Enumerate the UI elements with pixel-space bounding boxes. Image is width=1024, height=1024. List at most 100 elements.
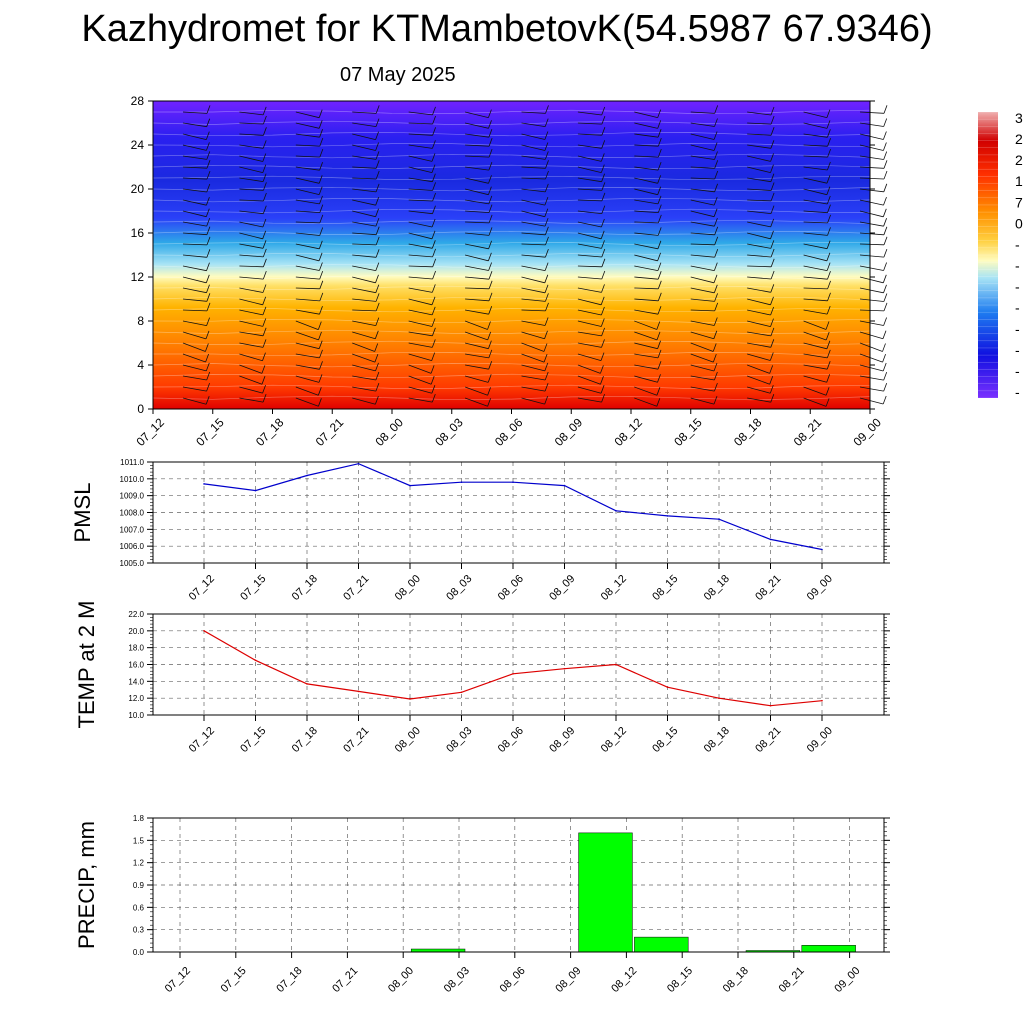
wind-barb-feather bbox=[770, 394, 775, 403]
data-point bbox=[460, 691, 463, 694]
wind-barb bbox=[182, 364, 207, 372]
wind-barb bbox=[295, 166, 320, 171]
wind-barb-feather bbox=[826, 120, 831, 129]
heatmap-x-tick-label: 07_18 bbox=[253, 415, 287, 449]
wind-barb-feather bbox=[431, 296, 436, 305]
wind-barb-feather bbox=[375, 170, 380, 180]
x-tick-label: 08_03 bbox=[442, 965, 472, 995]
wind-barb-feather bbox=[319, 137, 324, 147]
wind-barb bbox=[634, 210, 659, 213]
wind-barb bbox=[577, 199, 602, 202]
data-point bbox=[563, 667, 566, 670]
wind-barb bbox=[690, 265, 715, 271]
wind-barb-feather bbox=[883, 302, 888, 312]
wind-barb-feather bbox=[657, 175, 662, 184]
wind-barb bbox=[352, 331, 376, 340]
x-tick-label: 08_21 bbox=[753, 725, 783, 755]
data-point bbox=[821, 548, 823, 551]
x-tick-label: 08_03 bbox=[444, 725, 474, 755]
panel-y-label: PMSL bbox=[70, 483, 95, 543]
wind-barb bbox=[295, 254, 320, 262]
wind-barb-feather bbox=[882, 274, 887, 283]
wind-barb-feather bbox=[375, 284, 380, 293]
wind-barb-feather bbox=[261, 365, 266, 374]
y-tick-label: 1.8 bbox=[133, 814, 145, 823]
x-tick-label: 07_15 bbox=[219, 965, 249, 995]
wind-barb bbox=[295, 298, 320, 302]
wind-barb bbox=[577, 375, 601, 385]
wind-barb bbox=[352, 177, 377, 180]
wind-barb-feather bbox=[262, 318, 267, 327]
wind-barb-feather bbox=[714, 382, 718, 392]
heatmap-y-tick-label: 4 bbox=[137, 358, 144, 372]
wind-barb-feather bbox=[544, 262, 549, 271]
wind-barb-feather bbox=[657, 129, 662, 138]
wind-barb-feather bbox=[319, 214, 324, 224]
wind-barb-feather bbox=[657, 271, 662, 280]
x-tick-label: 09_00 bbox=[805, 573, 835, 603]
wind-barb-feather bbox=[714, 118, 718, 127]
wind-barb-feather bbox=[206, 293, 211, 302]
wind-barb bbox=[182, 188, 207, 193]
wind-barb-feather bbox=[883, 118, 888, 127]
wind-barb bbox=[239, 144, 264, 149]
wind-barb-feather bbox=[825, 387, 830, 396]
wind-barb bbox=[521, 298, 546, 302]
heatmap-y-tick-label: 12 bbox=[131, 270, 145, 284]
wind-barb-feather bbox=[206, 226, 211, 235]
wind-barb-feather bbox=[714, 160, 719, 169]
x-tick-label: 08_12 bbox=[609, 965, 639, 995]
wind-barb bbox=[464, 397, 488, 407]
wind-barb-feather bbox=[206, 160, 211, 169]
wind-barb bbox=[803, 188, 827, 196]
wind-barb bbox=[577, 232, 602, 240]
x-tick-label: 08_12 bbox=[599, 573, 629, 603]
wind-barb-feather bbox=[827, 227, 831, 236]
wind-barb-feather bbox=[432, 182, 436, 191]
wind-barb bbox=[747, 210, 772, 214]
wind-barb bbox=[521, 155, 546, 160]
wind-barb bbox=[465, 243, 489, 250]
x-tick-label: 08_15 bbox=[650, 573, 680, 603]
wind-barb-feather bbox=[883, 248, 888, 258]
colorbar-label: 2 bbox=[1015, 131, 1023, 147]
wind-barb-feather bbox=[713, 317, 718, 326]
wind-barb-feather bbox=[206, 249, 211, 258]
wind-barb bbox=[464, 320, 488, 330]
wind-barb-feather bbox=[770, 270, 775, 280]
wind-barb bbox=[634, 111, 658, 118]
wind-barb-feather bbox=[262, 230, 267, 239]
wind-barb bbox=[239, 188, 264, 191]
wind-barb-feather bbox=[545, 105, 549, 114]
wind-barb-feather bbox=[206, 236, 211, 246]
wind-barb-feather bbox=[319, 204, 324, 213]
wind-barb-feather bbox=[318, 398, 322, 407]
colorbar-label: - bbox=[1015, 384, 1020, 400]
wind-barb bbox=[464, 122, 489, 129]
wind-barb bbox=[803, 265, 828, 271]
wind-barb-feather bbox=[262, 306, 267, 316]
wind-barb-feather bbox=[488, 240, 492, 249]
y-tick-label: 1011.0 bbox=[120, 458, 144, 467]
wind-barb bbox=[295, 364, 320, 370]
wind-barb bbox=[690, 210, 715, 218]
wind-barb-feather bbox=[883, 226, 888, 235]
wind-barb bbox=[182, 309, 208, 312]
wind-barb bbox=[521, 177, 546, 180]
wind-barb bbox=[747, 232, 771, 240]
wind-barb-feather bbox=[883, 284, 887, 293]
wind-barb bbox=[352, 309, 377, 312]
wind-barb-feather bbox=[601, 106, 606, 116]
heatmap-x-tick-label: 08_09 bbox=[552, 415, 586, 449]
wind-barb-feather bbox=[544, 118, 549, 127]
wind-barb-feather bbox=[714, 218, 718, 227]
wind-barb-feather bbox=[431, 240, 436, 249]
wind-barb bbox=[747, 375, 770, 385]
wind-barb-feather bbox=[206, 302, 211, 312]
wind-barb-feather bbox=[262, 173, 267, 182]
wind-barb-feather bbox=[657, 240, 662, 249]
wind-barb bbox=[577, 122, 602, 125]
wind-barb bbox=[803, 155, 828, 158]
wind-barb-feather bbox=[318, 331, 322, 341]
wind-barb-feather bbox=[883, 160, 888, 169]
